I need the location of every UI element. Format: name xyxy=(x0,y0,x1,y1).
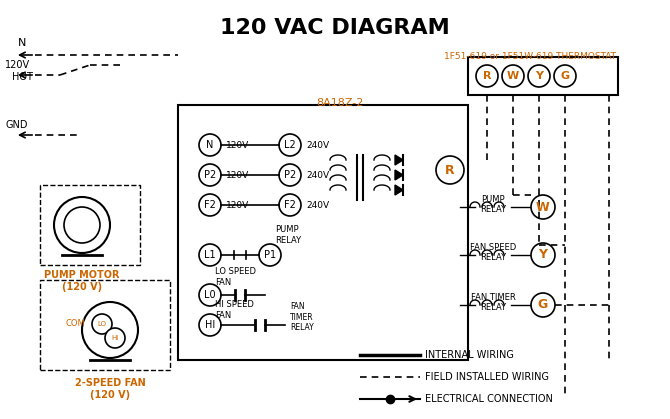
Bar xyxy=(40,185,140,265)
Circle shape xyxy=(436,156,464,184)
Circle shape xyxy=(82,302,138,358)
Circle shape xyxy=(531,243,555,267)
Circle shape xyxy=(502,65,524,87)
Text: F2: F2 xyxy=(284,200,296,210)
Bar xyxy=(468,57,618,95)
Circle shape xyxy=(279,194,301,216)
Text: INTERNAL WIRING: INTERNAL WIRING xyxy=(425,350,514,360)
Circle shape xyxy=(105,328,125,348)
Circle shape xyxy=(199,164,221,186)
Text: HI SPEED
FAN: HI SPEED FAN xyxy=(215,300,254,320)
Text: L1: L1 xyxy=(204,250,216,260)
Text: 120V: 120V xyxy=(226,140,249,150)
Circle shape xyxy=(199,284,221,306)
Text: G: G xyxy=(538,298,548,311)
Circle shape xyxy=(199,134,221,156)
Text: 120V: 120V xyxy=(226,201,249,210)
Text: W: W xyxy=(536,201,550,214)
Text: P2: P2 xyxy=(284,170,296,180)
Text: 1F51-619 or 1F51W-619 THERMOSTAT: 1F51-619 or 1F51W-619 THERMOSTAT xyxy=(444,52,616,61)
Circle shape xyxy=(476,65,498,87)
Text: HI: HI xyxy=(205,320,215,330)
Bar xyxy=(40,280,170,370)
Text: P1: P1 xyxy=(264,250,276,260)
Text: FAN
TIMER
RELAY: FAN TIMER RELAY xyxy=(290,302,314,332)
Circle shape xyxy=(279,164,301,186)
Circle shape xyxy=(531,195,555,219)
Text: FAN TIMER
RELAY: FAN TIMER RELAY xyxy=(470,293,515,313)
Text: 240V: 240V xyxy=(306,201,329,210)
Text: Y: Y xyxy=(535,71,543,81)
Text: PUMP MOTOR
(120 V): PUMP MOTOR (120 V) xyxy=(44,270,120,292)
Text: 2-SPEED FAN
(120 V): 2-SPEED FAN (120 V) xyxy=(74,378,145,400)
Text: G: G xyxy=(560,71,570,81)
Circle shape xyxy=(199,244,221,266)
Circle shape xyxy=(64,207,100,243)
Text: W: W xyxy=(507,71,519,81)
Text: 240V: 240V xyxy=(306,171,329,179)
Text: HI: HI xyxy=(111,335,119,341)
Text: F2: F2 xyxy=(204,200,216,210)
Polygon shape xyxy=(395,170,403,180)
Text: COM: COM xyxy=(65,320,85,328)
Circle shape xyxy=(199,314,221,336)
Text: ELECTRICAL CONNECTION: ELECTRICAL CONNECTION xyxy=(425,394,553,404)
Polygon shape xyxy=(395,155,403,165)
Circle shape xyxy=(92,314,112,334)
Circle shape xyxy=(54,197,110,253)
Text: L2: L2 xyxy=(284,140,296,150)
Text: R: R xyxy=(445,163,455,176)
Text: R: R xyxy=(483,71,491,81)
Circle shape xyxy=(531,293,555,317)
Text: LO SPEED
FAN: LO SPEED FAN xyxy=(215,267,256,287)
Bar xyxy=(178,105,468,360)
Text: 120V: 120V xyxy=(226,171,249,179)
Circle shape xyxy=(528,65,550,87)
Text: N: N xyxy=(206,140,214,150)
Circle shape xyxy=(279,134,301,156)
Text: LO: LO xyxy=(98,321,107,327)
Text: P2: P2 xyxy=(204,170,216,180)
Text: GND: GND xyxy=(5,120,27,130)
Text: 8A18Z-2: 8A18Z-2 xyxy=(316,98,364,108)
Text: PUMP
RELAY: PUMP RELAY xyxy=(275,225,301,245)
Text: L0: L0 xyxy=(204,290,216,300)
Text: FIELD INSTALLED WIRING: FIELD INSTALLED WIRING xyxy=(425,372,549,382)
Text: 120V: 120V xyxy=(5,60,30,70)
Text: FAN SPEED
RELAY: FAN SPEED RELAY xyxy=(470,243,516,262)
Polygon shape xyxy=(395,185,403,195)
Text: HOT: HOT xyxy=(11,72,32,82)
Circle shape xyxy=(554,65,576,87)
Text: PUMP
RELAY: PUMP RELAY xyxy=(480,195,506,215)
Text: N: N xyxy=(18,38,26,48)
Text: 120 VAC DIAGRAM: 120 VAC DIAGRAM xyxy=(220,18,450,38)
Text: Y: Y xyxy=(539,248,547,261)
Circle shape xyxy=(259,244,281,266)
Text: 240V: 240V xyxy=(306,140,329,150)
Circle shape xyxy=(199,194,221,216)
